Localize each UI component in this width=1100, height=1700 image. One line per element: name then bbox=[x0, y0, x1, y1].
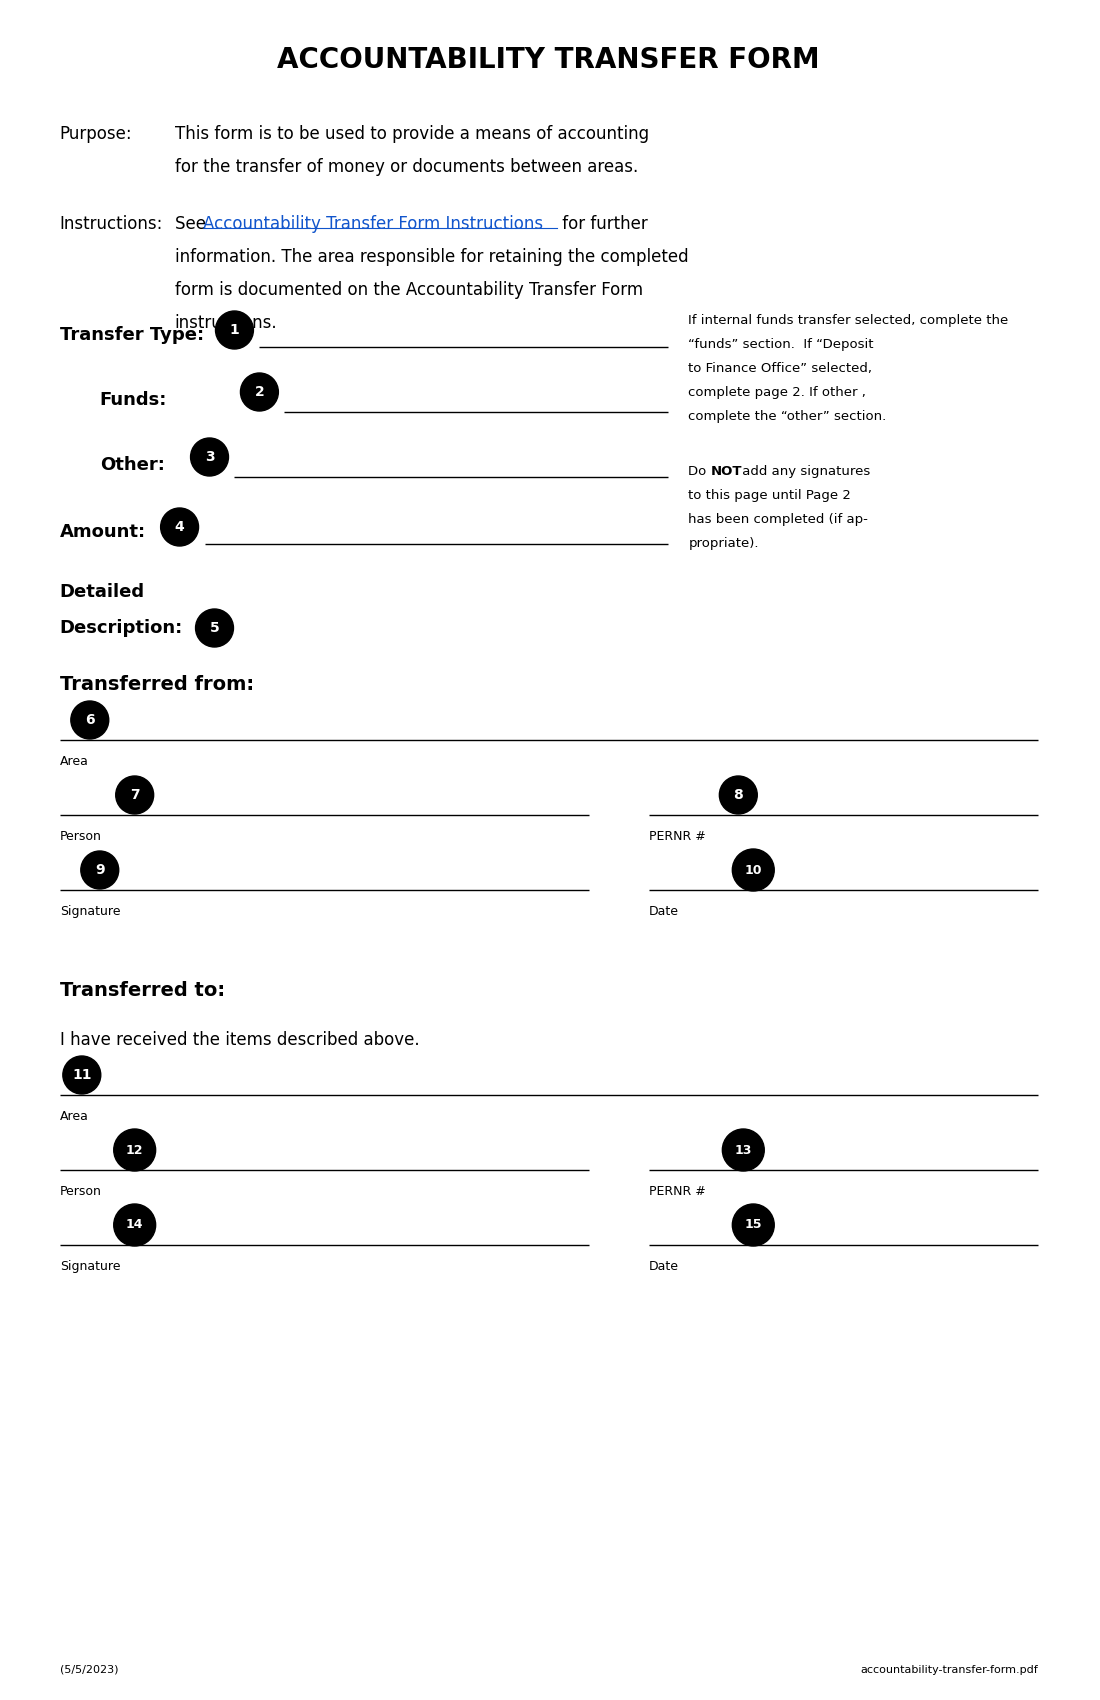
Text: PERNR #: PERNR # bbox=[649, 1185, 705, 1198]
Text: complete the “other” section.: complete the “other” section. bbox=[689, 410, 887, 423]
Text: 13: 13 bbox=[735, 1144, 752, 1156]
Text: Amount:: Amount: bbox=[59, 524, 146, 541]
Text: Person: Person bbox=[59, 1185, 101, 1198]
Circle shape bbox=[63, 1056, 101, 1095]
Circle shape bbox=[190, 439, 229, 476]
Text: “funds” section.  If “Deposit: “funds” section. If “Deposit bbox=[689, 338, 873, 350]
Text: for the transfer of money or documents between areas.: for the transfer of money or documents b… bbox=[175, 158, 638, 177]
Circle shape bbox=[719, 775, 757, 814]
Text: Signature: Signature bbox=[59, 904, 120, 918]
Text: ACCOUNTABILITY TRANSFER FORM: ACCOUNTABILITY TRANSFER FORM bbox=[277, 46, 821, 75]
Text: 7: 7 bbox=[130, 789, 140, 802]
Circle shape bbox=[733, 848, 774, 891]
Text: information. The area responsible for retaining the completed: information. The area responsible for re… bbox=[175, 248, 689, 265]
Text: Instructions:: Instructions: bbox=[59, 214, 163, 233]
Text: Transfer Type:: Transfer Type: bbox=[59, 326, 204, 343]
Text: has been completed (if ap-: has been completed (if ap- bbox=[689, 513, 868, 525]
Text: propriate).: propriate). bbox=[689, 537, 759, 551]
Text: 15: 15 bbox=[745, 1219, 762, 1231]
Text: to Finance Office” selected,: to Finance Office” selected, bbox=[689, 362, 872, 376]
Text: Purpose:: Purpose: bbox=[59, 126, 132, 143]
Text: Signature: Signature bbox=[59, 1260, 120, 1273]
Text: 6: 6 bbox=[85, 712, 95, 728]
Circle shape bbox=[116, 775, 154, 814]
Text: 4: 4 bbox=[175, 520, 185, 534]
Text: for further: for further bbox=[557, 214, 648, 233]
Text: Accountability Transfer Form Instructions: Accountability Transfer Form Instruction… bbox=[202, 214, 542, 233]
Circle shape bbox=[241, 372, 278, 411]
Text: 8: 8 bbox=[734, 789, 744, 802]
Text: 10: 10 bbox=[745, 864, 762, 877]
Text: I have received the items described above.: I have received the items described abov… bbox=[59, 1030, 419, 1049]
Text: See: See bbox=[175, 214, 211, 233]
Circle shape bbox=[113, 1129, 155, 1171]
Text: 14: 14 bbox=[125, 1219, 143, 1231]
Circle shape bbox=[161, 508, 198, 546]
Text: Do: Do bbox=[689, 466, 711, 478]
Text: This form is to be used to provide a means of accounting: This form is to be used to provide a mea… bbox=[175, 126, 649, 143]
Text: accountability-transfer-form.pdf: accountability-transfer-form.pdf bbox=[860, 1664, 1037, 1674]
Text: 3: 3 bbox=[205, 450, 214, 464]
Circle shape bbox=[113, 1204, 155, 1246]
Text: Transferred from:: Transferred from: bbox=[59, 675, 254, 695]
Text: add any signatures: add any signatures bbox=[738, 466, 870, 478]
Text: complete page 2. If other ,: complete page 2. If other , bbox=[689, 386, 867, 400]
Text: Person: Person bbox=[59, 830, 101, 843]
Text: to this page until Page 2: to this page until Page 2 bbox=[689, 490, 851, 502]
Text: 2: 2 bbox=[254, 384, 264, 399]
Circle shape bbox=[70, 700, 109, 740]
Text: If internal funds transfer selected, complete the: If internal funds transfer selected, com… bbox=[689, 314, 1009, 326]
Text: Description:: Description: bbox=[59, 619, 183, 638]
Text: NOT: NOT bbox=[711, 466, 741, 478]
Text: 5: 5 bbox=[210, 620, 219, 636]
Circle shape bbox=[733, 1204, 774, 1246]
Text: Detailed: Detailed bbox=[59, 583, 145, 602]
Circle shape bbox=[723, 1129, 764, 1171]
Text: form is documented on the Accountability Transfer Form: form is documented on the Accountability… bbox=[175, 280, 642, 299]
Text: (5/5/2023): (5/5/2023) bbox=[59, 1664, 119, 1674]
Text: Date: Date bbox=[649, 1260, 679, 1273]
Text: Transferred to:: Transferred to: bbox=[59, 981, 226, 1000]
Text: 9: 9 bbox=[95, 864, 104, 877]
Text: 12: 12 bbox=[125, 1144, 143, 1156]
Text: instructions.: instructions. bbox=[175, 314, 277, 332]
Text: 11: 11 bbox=[73, 1068, 91, 1081]
Text: PERNR #: PERNR # bbox=[649, 830, 705, 843]
Circle shape bbox=[80, 852, 119, 889]
Text: Funds:: Funds: bbox=[100, 391, 167, 410]
Text: Area: Area bbox=[59, 1110, 89, 1124]
Circle shape bbox=[216, 311, 253, 348]
Text: Date: Date bbox=[649, 904, 679, 918]
Text: Area: Area bbox=[59, 755, 89, 768]
Circle shape bbox=[196, 609, 233, 648]
Text: Other:: Other: bbox=[100, 456, 165, 474]
Text: 1: 1 bbox=[230, 323, 240, 337]
